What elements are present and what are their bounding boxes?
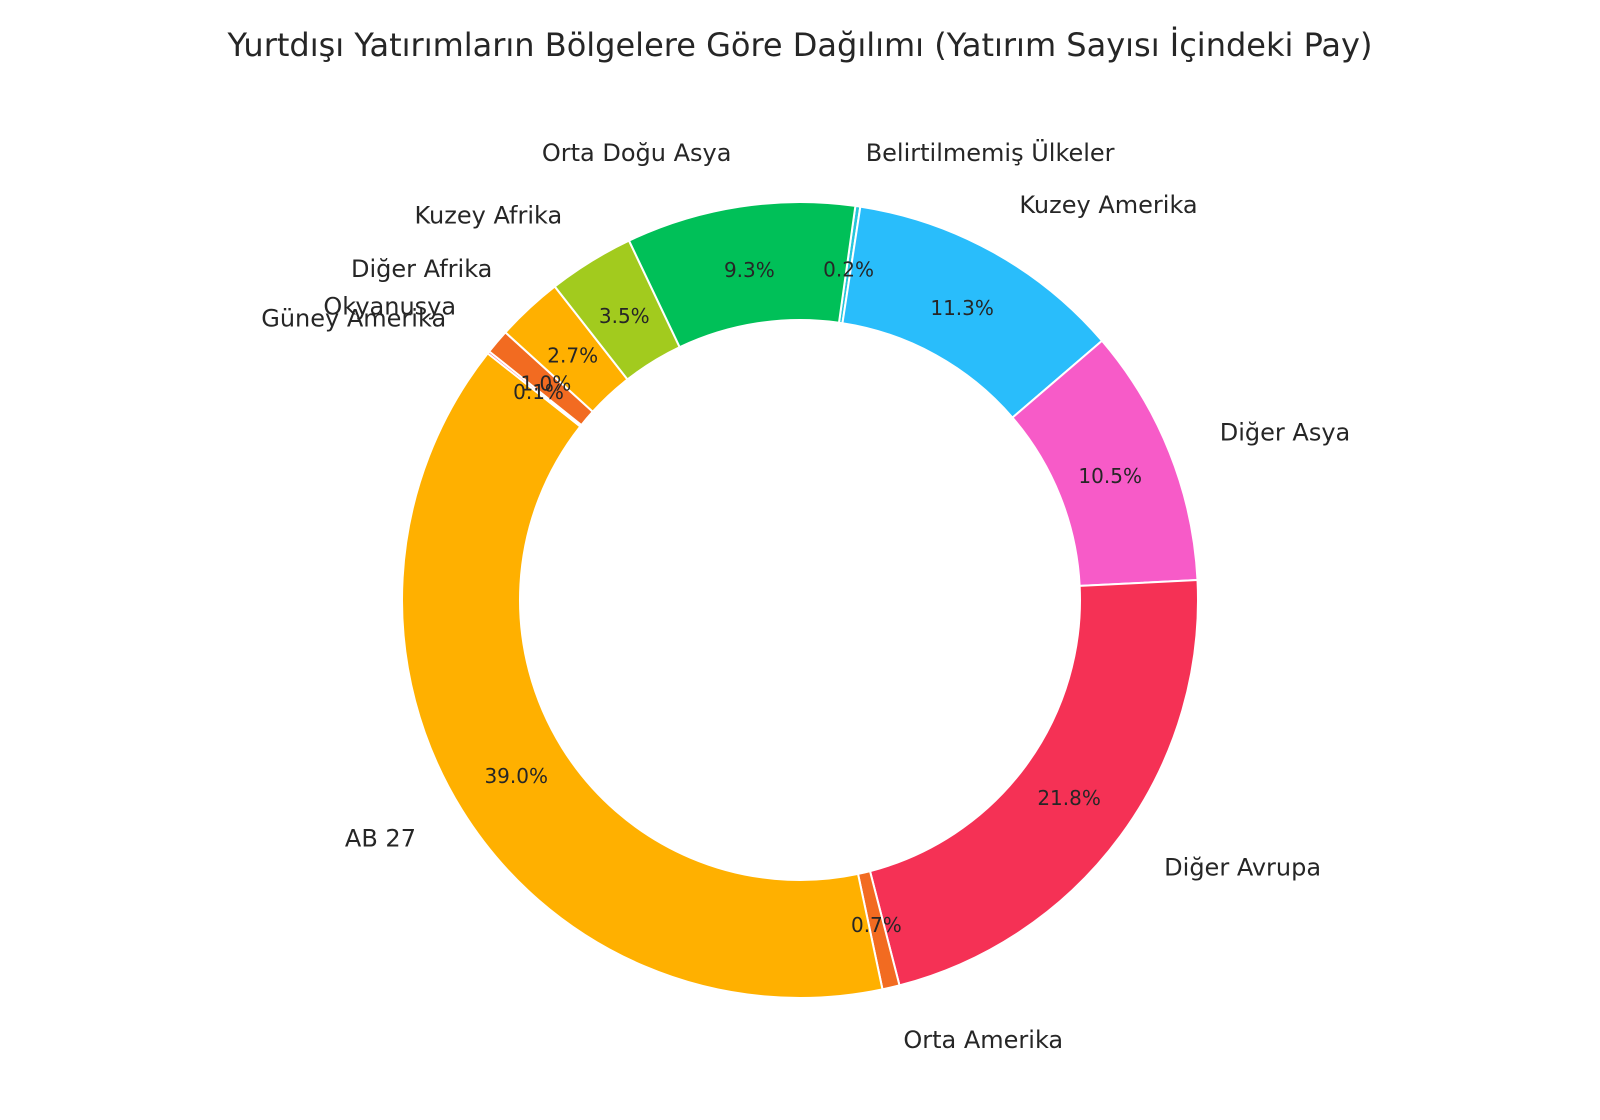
pct-label-ab-27: 39.0% (484, 764, 548, 788)
category-label-belirtilmemis-ulkeler: Belirtilmemiş Ülkeler (866, 138, 1115, 167)
category-label-kuzey-afrika: Kuzey Afrika (415, 202, 563, 230)
slice-ab-27 (401, 351, 884, 999)
category-label-ab-27: AB 27 (345, 824, 416, 852)
pct-label-orta-dogu-asya: 9.3% (724, 258, 775, 282)
pct-label-diger-avrupa: 21.8% (1037, 786, 1101, 810)
category-label-orta-amerika: Orta Amerika (903, 1026, 1063, 1054)
slice-diger-avrupa (868, 578, 1199, 987)
category-label-okyanusya: Okyanusya (323, 293, 456, 321)
pct-label-kuzey-amerika: 11.3% (930, 296, 994, 320)
pct-label-diger-afrika: 2.7% (547, 343, 598, 367)
pct-label-orta-amerika: 0.7% (851, 913, 902, 937)
category-label-diger-afrika: Diğer Afrika (351, 255, 492, 283)
labels-layer: 0.2% Belirtilmemiş Ülkeler 11.3% Kuzey Amer… (261, 138, 1350, 1054)
pct-label-diger-asya: 10.5% (1078, 464, 1142, 488)
category-label-orta-dogu-asya: Orta Doğu Asya (542, 139, 732, 167)
category-label-diger-asya: Diğer Asya (1220, 418, 1350, 446)
pct-label-guney-amerika: 0.1% (513, 380, 564, 404)
slices-layer (401, 201, 1199, 999)
pct-label-belirtilmemis-ulkeler: 0.2% (823, 258, 874, 282)
category-label-kuzey-amerika: Kuzey Amerika (1019, 191, 1197, 219)
slice-orta-dogu-asya (627, 201, 857, 349)
pct-label-okyanusya: 1.0% (520, 371, 571, 395)
chart-title: Yurtdışı Yatırımların Bölgelere Göre Dağ… (227, 26, 1373, 64)
category-label-diger-avrupa: Diğer Avrupa (1164, 854, 1321, 882)
category-label-guney-amerika: Güney Amerika (261, 305, 446, 333)
pct-label-kuzey-afrika: 3.5% (599, 304, 650, 328)
